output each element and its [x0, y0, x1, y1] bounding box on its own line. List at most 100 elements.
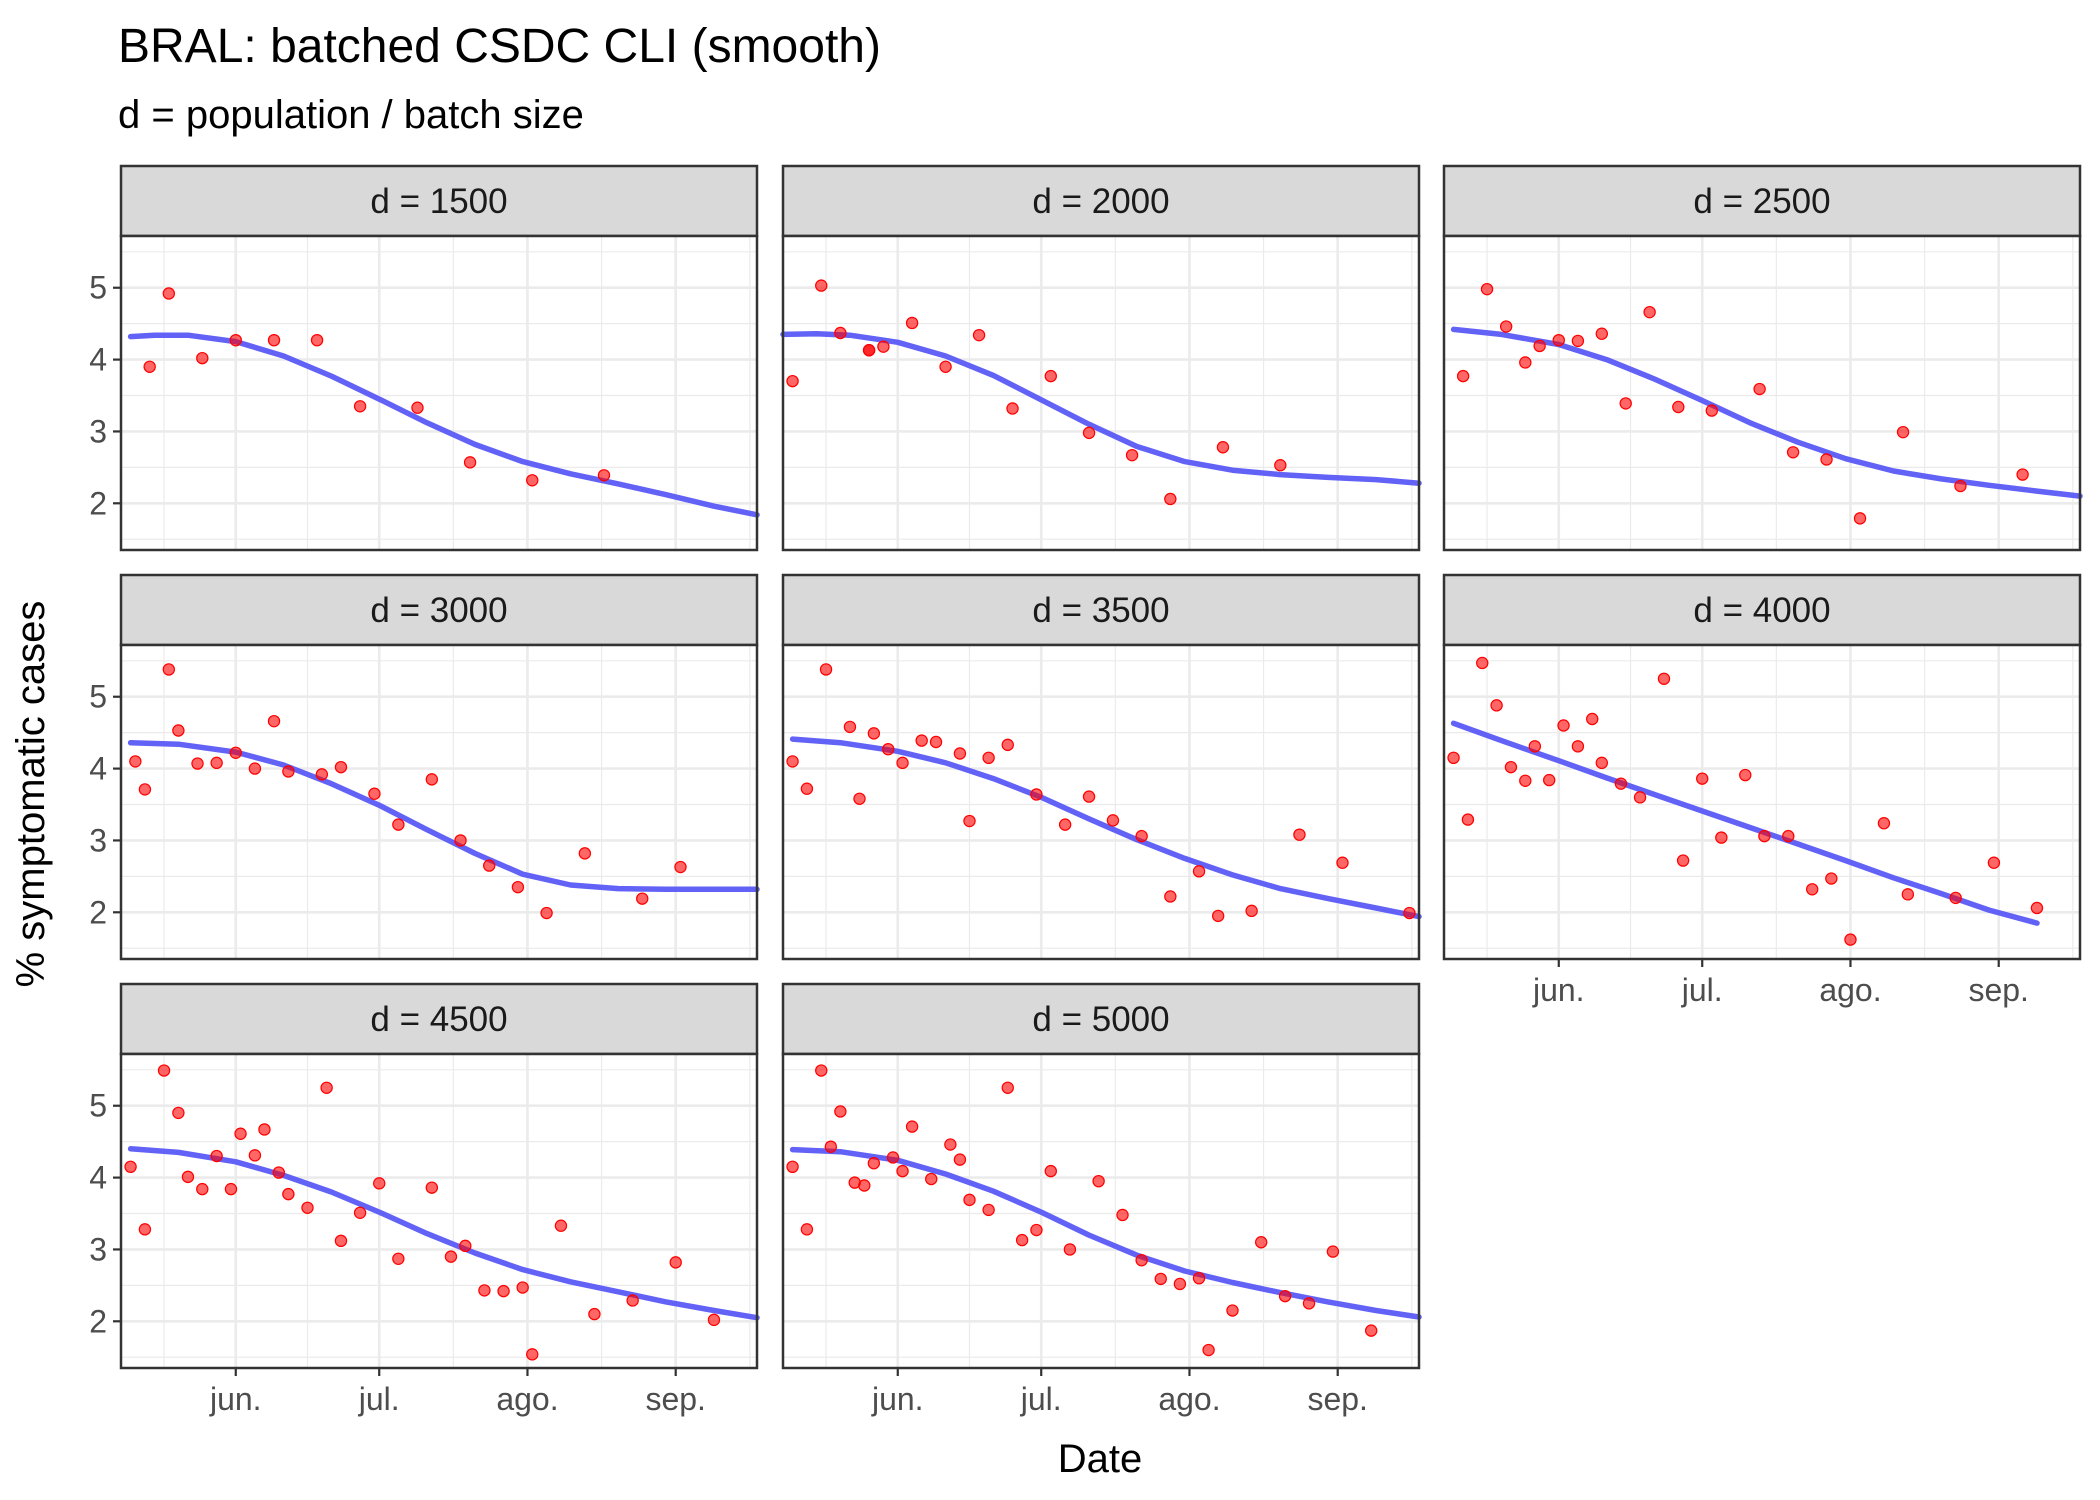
- data-point: [1058, 818, 1072, 831]
- data-point: [497, 1284, 510, 1298]
- data-point: [1030, 1223, 1043, 1237]
- data-point: [1254, 1236, 1268, 1249]
- data-point: [1092, 1174, 1105, 1188]
- facet-strip: [119, 164, 759, 238]
- data-point: [1302, 1297, 1316, 1310]
- data-point: [815, 1064, 828, 1077]
- data-point: [1164, 492, 1177, 506]
- data-point: [1082, 790, 1096, 803]
- data-point: [877, 340, 890, 353]
- data-point: [963, 1193, 976, 1207]
- data-point: [944, 1138, 957, 1151]
- data-point: [1403, 906, 1416, 920]
- facet-strip-label: d = 2500: [1693, 182, 1830, 221]
- data-point: [138, 1223, 152, 1236]
- data-point: [272, 1166, 286, 1179]
- data-point: [886, 1151, 900, 1164]
- data-point: [1954, 479, 1967, 493]
- data-point: [526, 1348, 539, 1361]
- data-point: [1896, 425, 1910, 439]
- data-point: [1173, 1277, 1187, 1291]
- data-point: [1336, 856, 1349, 869]
- data-point: [578, 847, 592, 860]
- data-point: [411, 401, 424, 414]
- data-point: [425, 1181, 439, 1194]
- data-point: [843, 720, 857, 734]
- data-point: [786, 755, 799, 768]
- data-point: [310, 333, 324, 347]
- x-axis-title: Date: [1058, 1437, 1143, 1481]
- facet-panel: d = 2500: [1442, 164, 2083, 552]
- data-point: [554, 1219, 568, 1232]
- data-point: [315, 768, 329, 781]
- data-point: [1739, 768, 1752, 782]
- data-point: [882, 742, 895, 756]
- facet-strip-label: d = 4000: [1693, 591, 1830, 630]
- y-tick-label: 2: [89, 894, 107, 930]
- data-point: [267, 333, 281, 347]
- data-point: [210, 1149, 223, 1163]
- data-point: [953, 1153, 967, 1166]
- data-point: [1519, 774, 1532, 788]
- y-tick-label: 3: [89, 822, 107, 858]
- data-point: [124, 1160, 137, 1174]
- data-point: [1715, 831, 1728, 844]
- data-point: [636, 892, 649, 905]
- data-point: [1216, 441, 1230, 454]
- data-point: [234, 1127, 247, 1140]
- facet-strip-label: d = 3000: [370, 591, 507, 630]
- y-tick-label: 4: [89, 342, 107, 378]
- y-tick-label: 3: [89, 413, 107, 449]
- data-point: [463, 456, 477, 469]
- data-point: [674, 860, 687, 874]
- smooth-line: [789, 1146, 1422, 1320]
- data-point: [540, 906, 553, 920]
- data-point: [1044, 1164, 1057, 1178]
- data-point: [1135, 1254, 1148, 1267]
- y-tick-label: 5: [89, 679, 107, 715]
- x-tick-label: jun.: [871, 1381, 924, 1417]
- x-tick-label: sep.: [645, 1381, 705, 1417]
- data-point: [867, 1157, 881, 1170]
- data-point: [162, 663, 176, 676]
- data-point: [1063, 1243, 1077, 1256]
- y-axis-title: % symptomatic cases: [9, 601, 53, 988]
- data-point: [1192, 865, 1206, 878]
- data-point: [1245, 904, 1258, 918]
- chart-title: BRAL: batched CSDC CLI (smooth): [118, 20, 881, 73]
- data-point: [1519, 356, 1532, 369]
- data-point: [1571, 334, 1585, 348]
- x-tick-label: ago.: [1819, 972, 1881, 1008]
- data-point: [1106, 814, 1120, 827]
- data-point: [373, 1177, 386, 1190]
- data-point: [939, 360, 952, 373]
- smooth-line: [789, 736, 1422, 920]
- data-point: [1557, 719, 1570, 732]
- data-point: [1211, 909, 1225, 923]
- data-point: [1825, 872, 1838, 885]
- data-point: [191, 757, 204, 770]
- data-point: [1672, 400, 1685, 414]
- facet-strip: [781, 573, 1421, 647]
- data-point: [478, 1284, 491, 1297]
- data-point: [1326, 1245, 1340, 1258]
- data-point: [786, 374, 799, 388]
- y-tick-label: 4: [89, 751, 107, 787]
- data-point: [1619, 397, 1632, 410]
- data-point: [282, 765, 295, 778]
- data-point: [1499, 320, 1513, 333]
- data-point: [1274, 459, 1287, 472]
- data-point: [800, 782, 814, 795]
- data-point: [196, 1182, 209, 1196]
- data-point: [1202, 1343, 1215, 1357]
- data-point: [1844, 933, 1857, 946]
- data-point: [1456, 369, 1470, 383]
- data-point: [1504, 760, 1518, 774]
- data-point: [224, 1182, 238, 1196]
- data-point: [368, 787, 381, 800]
- data-point: [459, 1239, 472, 1253]
- data-point: [862, 344, 876, 357]
- data-point: [2016, 468, 2029, 481]
- smooth-line: [127, 1146, 760, 1321]
- data-point: [824, 1140, 838, 1153]
